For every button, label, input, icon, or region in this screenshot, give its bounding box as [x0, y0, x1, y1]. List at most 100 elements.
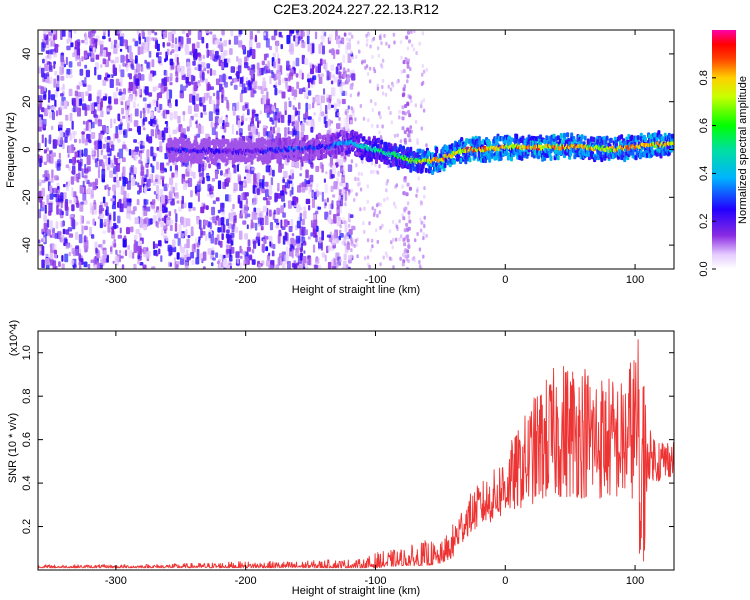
- spectrogram-cell: [312, 102, 315, 109]
- spectrogram-cell: [63, 192, 67, 200]
- spectrogram-cell: [211, 70, 217, 76]
- spectrogram-cell: [108, 186, 111, 191]
- spectrogram-cell: [309, 62, 313, 69]
- spectrogram-cell: [194, 185, 198, 194]
- spectrogram-cell: [291, 233, 295, 237]
- spectrogram-cell: [174, 37, 178, 44]
- spectrogram-cell: [125, 110, 128, 119]
- spectrogram-cell: [50, 178, 54, 183]
- spectrogram-cell: [251, 49, 256, 59]
- spectrogram-cell: [114, 133, 119, 139]
- spectrogram-cell: [183, 202, 187, 209]
- spectrogram-cell: [313, 112, 316, 116]
- spectrogram-cell: [417, 176, 420, 181]
- spectrogram-cell: [334, 153, 338, 159]
- spectrogram-cell: [545, 135, 549, 141]
- spectrogram-cell: [346, 80, 349, 85]
- spectrogram-cell: [156, 185, 159, 195]
- spectrogram-cell: [292, 60, 296, 67]
- spectrogram-cell: [402, 216, 406, 221]
- spectrogram-cell: [48, 32, 53, 36]
- spectrogram-cell: [61, 30, 66, 37]
- spectrogram-cell: [45, 50, 50, 54]
- spectrogram-cell: [341, 266, 345, 269]
- spectrogram-cell: [318, 134, 322, 140]
- spectrogram-cell: [128, 128, 133, 132]
- spectrogram-cell: [215, 252, 219, 258]
- spectrogram-cell: [39, 99, 43, 108]
- spectrogram-cell: [147, 30, 152, 36]
- spectrogram-cell: [143, 207, 148, 216]
- spectrogram-cell: [142, 264, 147, 269]
- spectrogram-cell: [118, 64, 121, 73]
- spectrogram-cell: [339, 224, 342, 229]
- spectrogram-cell: [265, 246, 269, 252]
- spectrogram-cell: [215, 50, 219, 59]
- spectrogram-cell: [119, 249, 122, 254]
- spectrogram-cell: [118, 129, 123, 135]
- spectrogram-cell: [382, 255, 385, 260]
- spectrogram-cell: [202, 251, 207, 261]
- spectrogram-cell: [377, 53, 381, 58]
- spectrogram-cell: [274, 192, 278, 202]
- spectrogram-cell: [406, 64, 410, 69]
- spectrogram-cell: [74, 138, 77, 143]
- spectrogram-cell: [240, 192, 244, 201]
- spectrogram-cell: [160, 175, 165, 180]
- spectrogram-cell: [98, 205, 103, 214]
- spectrogram-cell: [122, 144, 127, 150]
- spectrogram-cell: [364, 65, 367, 70]
- spectrogram-cell: [248, 79, 251, 87]
- spectrogram-cell: [247, 213, 251, 218]
- spectrogram-cell: [164, 30, 168, 38]
- spectrogram-cell: [164, 168, 167, 173]
- spectrogram-cell: [306, 180, 311, 184]
- spectrogram-cell: [310, 184, 313, 192]
- spectrogram-cell: [379, 225, 382, 230]
- spectrogram-cell: [130, 226, 134, 233]
- spectrogram-cell: [322, 148, 326, 153]
- spectrogram-cell: [374, 101, 377, 106]
- spectrogram-cell: [79, 214, 83, 225]
- spectrogram-cell: [164, 196, 169, 200]
- spectrogram-cell: [274, 87, 278, 96]
- spectrogram-cell: [88, 31, 93, 39]
- spectrogram-cell: [195, 93, 200, 102]
- spectrogram-cell: [563, 132, 566, 138]
- spectrogram-cell: [410, 30, 413, 34]
- spectrogram-cell: [381, 124, 384, 129]
- spectrogram-cell: [49, 185, 53, 194]
- spectrogram-cell: [254, 113, 259, 117]
- spectrogram-cell: [138, 185, 142, 193]
- spectrogram-cell: [337, 35, 341, 40]
- spectrogram-cell: [65, 114, 69, 121]
- spectrogram-cell: [194, 49, 197, 59]
- spectrogram-cell: [144, 157, 149, 164]
- spectrogram-cell: [75, 231, 79, 240]
- spectrogram-cell: [41, 42, 45, 52]
- spectrogram-cell: [47, 38, 52, 42]
- spectrogram-cell: [372, 169, 375, 174]
- spectrogram-cell: [305, 102, 309, 112]
- spectrogram-cell: [102, 35, 106, 40]
- spectrogram-cell: [408, 219, 412, 224]
- spectrogram-cell: [133, 120, 139, 127]
- spectrogram-cell: [68, 74, 73, 79]
- spectrogram-cell: [341, 98, 346, 105]
- spectrogram-cell: [333, 103, 337, 112]
- spectrogram-cell: [556, 155, 560, 161]
- spectrogram-cell: [358, 181, 361, 186]
- spectrogram-cell: [379, 115, 382, 120]
- spectrogram-cell: [391, 161, 395, 167]
- spectrogram-cell: [102, 58, 106, 65]
- spectrogram-cell: [387, 44, 391, 49]
- spectrogram-cell: [263, 32, 266, 36]
- spectrogram-cell: [141, 124, 144, 128]
- spectrogram-cell: [267, 60, 270, 71]
- spectrogram-cell: [200, 228, 203, 239]
- spectrogram-cell: [406, 182, 410, 187]
- spectrogram-cell: [45, 43, 50, 49]
- spectrogram-cell: [336, 123, 341, 129]
- spectrogram-cell: [243, 176, 247, 180]
- spectrogram-cell: [122, 238, 127, 248]
